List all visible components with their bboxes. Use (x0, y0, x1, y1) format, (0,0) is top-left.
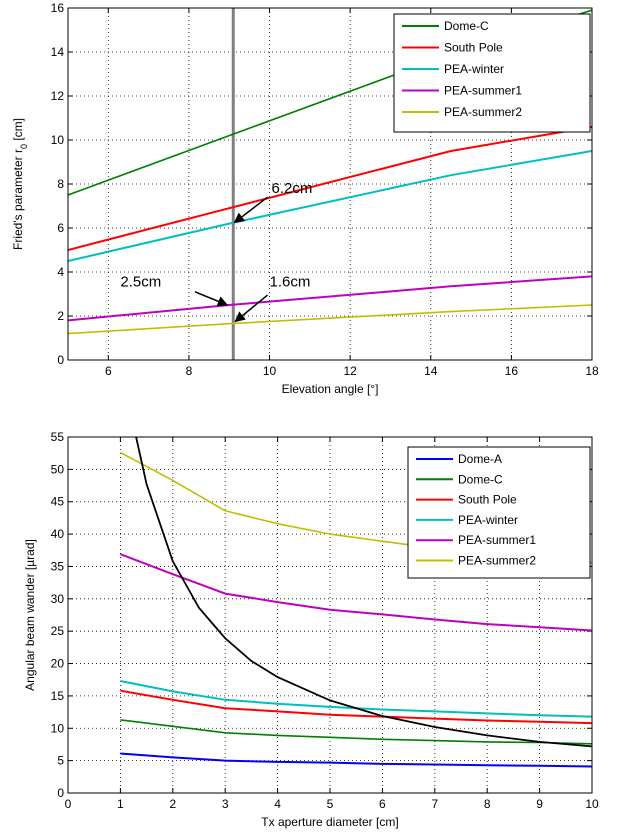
x-tick-label: 14 (424, 364, 438, 378)
series-line-south-pole (120, 689, 592, 725)
legend-entry: PEA-winter (444, 62, 504, 76)
annotation-arrow (194, 291, 229, 307)
legend-entry: Dome-C (444, 19, 489, 33)
x-tick-label: 3 (222, 797, 229, 811)
y-axis-label: Fried's parameter r0 [cm] (11, 118, 29, 250)
y-tick-label: 0 (57, 353, 64, 367)
axes-box (67, 7, 593, 361)
x-tick-label: 6 (105, 364, 112, 378)
x-tick-label: 16 (505, 364, 519, 378)
series-line-pea-summer1 (120, 553, 592, 632)
legend-entry: Dome-C (458, 472, 503, 486)
x-tick-label: 5 (327, 797, 334, 811)
y-tick-label: 55 (51, 430, 65, 444)
annotation-label: 1.6cm (270, 273, 311, 290)
y-tick-label: 10 (51, 721, 65, 735)
series-line-dome-a (120, 752, 592, 768)
legend: Dome-C South Pole PEA-winter PEA-summer1 PEA… (393, 13, 591, 133)
series-line-dome-c (120, 719, 592, 745)
x-tick-label: 8 (186, 364, 193, 378)
legend-box (407, 446, 591, 579)
x-tick-label: 8 (484, 797, 491, 811)
series-line-pea-summer1 (68, 275, 592, 322)
legend-entry: Dome-A (458, 452, 502, 466)
legend-entry: PEA-summer1 (444, 84, 522, 98)
series-line-pea-summer2 (68, 304, 592, 335)
x-tick-label: 10 (263, 364, 277, 378)
y-axis-label-unit: [cm] (11, 118, 25, 144)
annotation-arrow (233, 196, 268, 224)
y-tick-label: 8 (57, 177, 64, 191)
y-tick-label: 25 (51, 624, 65, 638)
x-tick-label: 7 (431, 797, 438, 811)
y-tick-label: 45 (51, 495, 65, 509)
plot-content (120, 437, 592, 768)
y-axis-label: Angular beam wander [µrad] (23, 539, 37, 691)
legend-entry: PEA-winter (458, 513, 518, 527)
y-tick-label: 16 (51, 1, 65, 15)
y-tick-label: 40 (51, 527, 65, 541)
y-tick-label: 35 (51, 559, 65, 573)
series-line-south-pole (68, 125, 592, 251)
x-tick-label: 1 (117, 797, 124, 811)
y-tick-label: 5 (57, 754, 64, 768)
y-tick-label: 4 (57, 265, 64, 279)
x-tick-label: 6 (379, 797, 386, 811)
legend-entry: PEA-summer1 (458, 533, 536, 547)
y-tick-label: 50 (51, 462, 65, 476)
y-tick-label: 30 (51, 592, 65, 606)
legend-entry: PEA-summer2 (458, 554, 536, 568)
x-tick-label: 0 (65, 797, 72, 811)
axes-box (67, 436, 593, 794)
y-tick-label: 0 (57, 786, 64, 800)
x-tick-label: 4 (274, 797, 281, 811)
y-axis-label-subscript: 0 (19, 144, 29, 149)
legend: Dome-A Dome-C South Pole PEA-winter PEA-summ… (407, 446, 591, 579)
y-tick-label: 12 (51, 89, 65, 103)
x-tick-label: 18 (585, 364, 599, 378)
series-line-pea-winter (68, 150, 592, 262)
x-tick-label: 10 (585, 797, 599, 811)
x-axis-label: Elevation angle [°] (282, 382, 379, 396)
x-axis-label: Tx aperture diameter [cm] (261, 815, 398, 829)
chart-1: 6 8 10 12 14 16 18 0 2 4 6 8 10 12 14 16 6.2cm 2.5cm 1.6cm… (11, 1, 599, 396)
annotation-label: 6.2cm (272, 180, 313, 197)
y-tick-label: 2 (57, 309, 64, 323)
y-tick-label: 15 (51, 689, 65, 703)
legend-entry: South Pole (444, 41, 503, 55)
reference-curve (135, 437, 592, 748)
x-tick-label: 12 (343, 364, 357, 378)
legend-entry: PEA-summer2 (444, 105, 522, 119)
x-tick-label: 2 (169, 797, 176, 811)
x-tick-label: 9 (536, 797, 543, 811)
legend-entry: South Pole (458, 493, 517, 507)
y-tick-label: 20 (51, 657, 65, 671)
annotation-arrow (234, 294, 268, 323)
y-tick-label: 6 (57, 221, 64, 235)
y-tick-label: 10 (51, 133, 65, 147)
annotation-label: 2.5cm (120, 273, 161, 290)
y-tick-label: 14 (51, 45, 65, 59)
